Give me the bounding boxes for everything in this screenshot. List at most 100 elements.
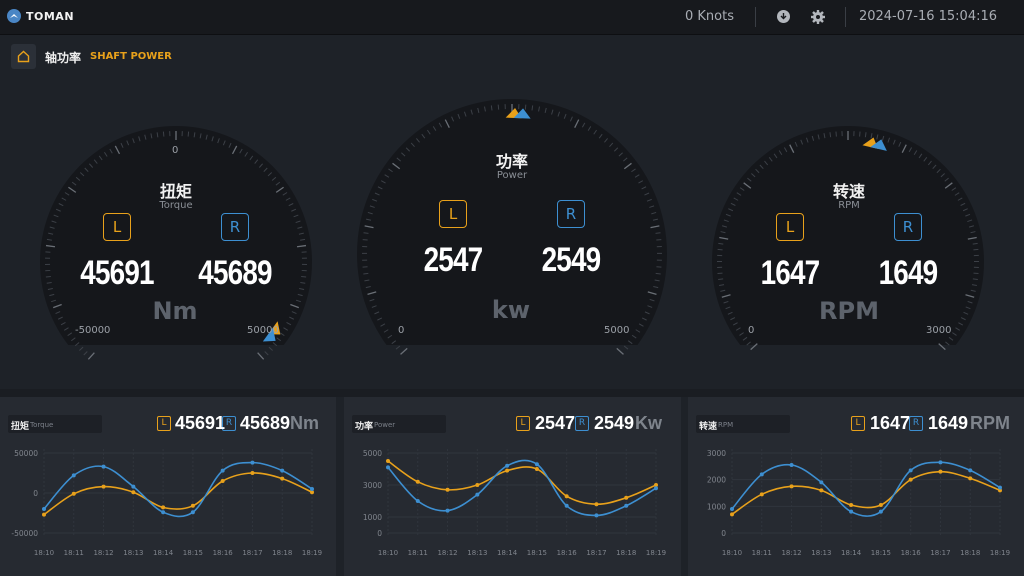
power-tick xyxy=(369,298,375,302)
torque-tick xyxy=(71,337,76,342)
torque-tick xyxy=(293,214,299,218)
torque-title: 扭矩 xyxy=(159,182,192,201)
data-point-R xyxy=(310,487,314,491)
torque-chart-right-value: 45689 xyxy=(240,413,291,433)
torque-left-value: 45691 xyxy=(80,254,154,292)
home-button[interactable] xyxy=(11,44,36,69)
rpm-tick xyxy=(764,160,769,166)
rpm-tick xyxy=(736,192,742,196)
power-chart-title: 功率 xyxy=(355,422,374,432)
rpm-tick xyxy=(823,133,826,139)
power-chart-right-badge: R xyxy=(575,416,589,431)
power-tick xyxy=(383,329,389,333)
rpm-tick xyxy=(898,141,902,147)
data-point-L xyxy=(908,477,913,482)
series-line-R xyxy=(387,459,657,517)
rpm-chart-left-value: 1647 xyxy=(870,413,911,433)
power-tick xyxy=(581,122,586,128)
torque-min-label: -50000 xyxy=(75,325,111,336)
rpm-tick xyxy=(789,144,795,154)
power-tick xyxy=(427,129,431,135)
power-tick xyxy=(635,329,641,333)
settings-button[interactable] xyxy=(810,9,826,25)
power-tick xyxy=(396,157,401,162)
x-tick-label: 18:10 xyxy=(34,549,54,557)
power-tick xyxy=(380,180,386,184)
rpm-tick xyxy=(940,173,945,178)
power-subtitle: Power xyxy=(496,170,528,181)
power-tick xyxy=(609,142,614,147)
data-point-L xyxy=(310,490,314,495)
data-point-L xyxy=(878,503,883,507)
power-tick xyxy=(557,111,561,117)
data-point-L xyxy=(759,492,764,497)
torque-tick xyxy=(286,322,292,326)
power-tick xyxy=(395,345,401,350)
power-tick xyxy=(444,119,450,128)
data-point-L xyxy=(938,469,943,474)
power-tick xyxy=(623,162,632,170)
download-button[interactable] xyxy=(777,10,790,23)
torque-tick xyxy=(45,244,56,248)
datetime: 2024-07-16 15:04:16 xyxy=(858,9,998,24)
torque-dial xyxy=(40,125,313,345)
x-tick-label: 18:13 xyxy=(467,549,487,557)
x-tick-label: 18:12 xyxy=(781,549,801,557)
data-point-R xyxy=(998,485,1002,490)
rpm-tick xyxy=(747,177,752,182)
data-point-L xyxy=(968,476,973,481)
x-tick-label: 18:12 xyxy=(93,549,113,557)
data-point-L xyxy=(415,479,420,484)
x-tick-label: 18:15 xyxy=(527,549,547,557)
page-title: 轴功率 xyxy=(45,51,82,65)
y-tick-label: 3000 xyxy=(363,481,382,490)
page-title-en: SHAFT POWER xyxy=(90,51,172,62)
torque-chart-title: 扭矩 xyxy=(11,422,30,432)
power-tick xyxy=(644,192,650,196)
y-tick-label: 0 xyxy=(721,529,726,538)
data-point-R xyxy=(445,508,450,513)
data-point-L xyxy=(624,495,629,500)
rpm-tick xyxy=(971,284,977,286)
torque-tick xyxy=(144,134,147,140)
x-tick-label: 18:13 xyxy=(811,549,831,557)
torque-tick xyxy=(228,142,232,148)
power-min-label: 0 xyxy=(398,325,405,336)
download-icon xyxy=(780,13,787,20)
torque-tick xyxy=(271,176,277,181)
power-tick xyxy=(646,198,652,202)
torque-tick xyxy=(295,299,301,303)
torque-tick xyxy=(249,155,254,161)
rpm-tick xyxy=(727,311,733,315)
rpm-tick xyxy=(970,289,976,292)
data-point-R xyxy=(594,513,599,518)
rpm-tick xyxy=(725,213,731,217)
torque-tick xyxy=(296,244,307,248)
x-tick-label: 18:11 xyxy=(64,549,84,557)
gear-icon xyxy=(811,10,825,24)
rpm-tick xyxy=(864,132,867,138)
rpm-left-badge: L xyxy=(776,213,804,241)
data-point-R xyxy=(654,486,658,491)
rpm-tick xyxy=(968,225,975,228)
panel-gap xyxy=(0,389,1024,397)
power-tick xyxy=(490,105,493,111)
torque-tick xyxy=(279,332,285,337)
chart-tag xyxy=(352,415,446,433)
power-tick xyxy=(451,116,455,122)
rpm-tick xyxy=(948,336,954,341)
rpm-chart-subtitle: RPM xyxy=(718,421,734,429)
rpm-tick xyxy=(908,147,913,153)
torque-tick xyxy=(75,176,81,181)
data-point-R xyxy=(730,507,734,511)
power-tick xyxy=(477,107,480,113)
torque-tick xyxy=(285,197,291,201)
y-tick-label: 1000 xyxy=(707,502,726,511)
y-tick-label: 0 xyxy=(377,529,382,538)
torque-tick xyxy=(199,133,202,139)
power-chart-left-badge: L xyxy=(516,416,530,431)
rpm-tick xyxy=(806,137,809,143)
rpm-tick xyxy=(936,168,941,174)
torque-tick xyxy=(263,167,268,172)
y-tick-label: 3000 xyxy=(707,449,726,458)
